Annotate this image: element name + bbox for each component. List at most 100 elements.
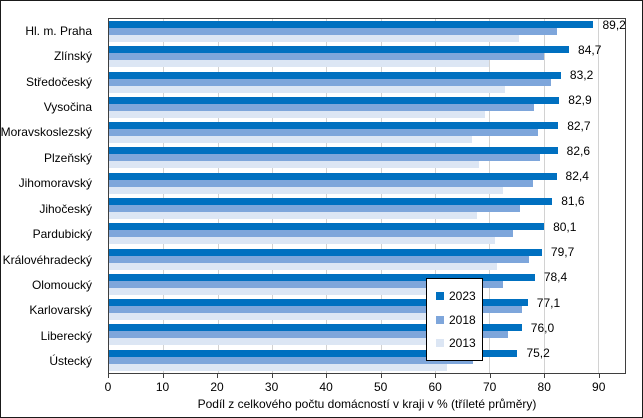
value-label: 81,6 [561, 194, 585, 209]
bar-2023 [109, 324, 522, 332]
tick-mark [326, 374, 328, 378]
value-label: 89,2 [602, 17, 626, 32]
bar-2018 [109, 230, 513, 238]
gridline [543, 19, 545, 373]
bar-2018 [109, 103, 534, 111]
tick-label: 80 [537, 380, 551, 394]
bar-group: 84,7 [109, 42, 625, 69]
bar-group: 89,2 [109, 17, 626, 44]
bar-2013 [109, 313, 468, 321]
legend-swatch-icon [436, 315, 444, 324]
bar-2013 [109, 136, 473, 144]
tick-label: 30 [264, 380, 279, 394]
value-label: 82,4 [565, 169, 589, 184]
gridline [380, 19, 382, 373]
bar-group: 82,7 [109, 118, 625, 145]
category-label: Zlínský [53, 49, 92, 64]
bar-group: 79,7 [109, 245, 625, 272]
category-label: Plzeňský [43, 150, 92, 165]
gridline [163, 19, 165, 373]
bar-2018 [109, 255, 529, 263]
value-label: 82,6 [566, 143, 590, 158]
tick-label: 90 [592, 380, 606, 394]
bar-2013 [109, 211, 477, 219]
bar-group: 82,4 [109, 169, 625, 196]
category-label: Vysočina [43, 99, 92, 114]
bar-group: 76,0 [109, 320, 625, 347]
legend-item-2023: 2023 [436, 289, 482, 303]
value-label: 78,4 [543, 270, 568, 285]
bar-group: 80,1 [109, 219, 625, 246]
bar-2023 [109, 46, 570, 54]
value-label: 75,2 [526, 346, 550, 361]
bar-group: 78,4 [109, 270, 625, 297]
value-label: 83,2 [569, 68, 594, 83]
tick-mark [108, 374, 109, 378]
bar-2013 [109, 363, 447, 371]
category-label: Moravskoslezský [0, 125, 92, 140]
bar-2023 [109, 71, 561, 79]
bar-group: 83,2 [109, 68, 625, 95]
bar-group: 82,9 [109, 93, 625, 120]
bar-2023 [109, 299, 528, 307]
value-label: 84,7 [578, 42, 602, 57]
tick-mark [380, 374, 382, 378]
legend-label: 2023 [449, 288, 476, 303]
category-label: Hl. m. Praha [25, 23, 92, 38]
value-label: 76,0 [530, 320, 555, 335]
bar-2023 [109, 96, 560, 104]
bar-2018 [109, 129, 538, 137]
category-label: Pardubický [32, 227, 92, 242]
bar-2018 [109, 154, 540, 162]
bar-2018 [109, 28, 558, 35]
bar-2023 [109, 197, 553, 205]
bar-2018 [109, 53, 544, 61]
legend-label: 2013 [449, 336, 476, 351]
tick-mark [217, 374, 219, 378]
value-label: 77,1 [536, 295, 561, 310]
gridline [217, 19, 219, 373]
category-label: Královéhradecký [2, 252, 92, 267]
bar-2023 [109, 172, 557, 180]
legend-swatch-icon [436, 291, 444, 300]
bar-2018 [109, 306, 523, 314]
x-axis: 0 10 20 30 40 50 60 70 80 90 [104, 374, 626, 396]
gridline [597, 19, 599, 373]
bar-2018 [109, 356, 473, 364]
bar-2013 [109, 186, 504, 194]
bar-2023 [109, 21, 594, 28]
plot-area: 89,2 84,7 83,2 82,9 82,7 82,6 82,4 81,6 80,1 79,7… [108, 18, 626, 374]
bar-2018 [109, 204, 520, 212]
category-axis: Hl. m. Praha Zlínský Středočeský Vysočina Mo… [0, 18, 100, 374]
bar-2023 [109, 223, 545, 231]
bar-2013 [109, 60, 490, 68]
tick-label: 60 [428, 380, 442, 394]
bar-2013 [109, 237, 495, 245]
legend-swatch-icon [436, 339, 444, 348]
bar-2013 [109, 287, 457, 295]
bar-2013 [109, 161, 479, 169]
value-label: 80,1 [553, 219, 577, 234]
bar-2013 [109, 35, 520, 42]
legend: 2023 2018 2013 [426, 278, 483, 361]
tick-label: 0 [104, 380, 112, 394]
category-label: Olomoucký [31, 277, 92, 292]
bar-2013 [109, 85, 505, 93]
bar-rows: 89,2 84,7 83,2 82,9 82,7 82,6 82,4 81,6 80,1 79,7… [109, 17, 626, 373]
bar-2018 [109, 280, 504, 288]
tick-label: 10 [155, 380, 170, 394]
x-axis-label: Podíl z celkového počtu domácností v kra… [197, 397, 537, 411]
bar-2013 [109, 338, 455, 346]
tick-mark [435, 374, 437, 378]
value-label: 82,7 [567, 118, 591, 133]
bar-2018 [109, 78, 552, 86]
category-label: Jihočeský [39, 201, 92, 216]
bar-group: 75,2 [109, 346, 625, 373]
category-label: Středočeský [25, 74, 92, 89]
tick-label: 70 [482, 380, 497, 394]
category-label: Karlovarský [29, 303, 92, 318]
gridline [434, 19, 436, 373]
gridline [326, 19, 328, 373]
tick-label: 20 [210, 380, 224, 394]
